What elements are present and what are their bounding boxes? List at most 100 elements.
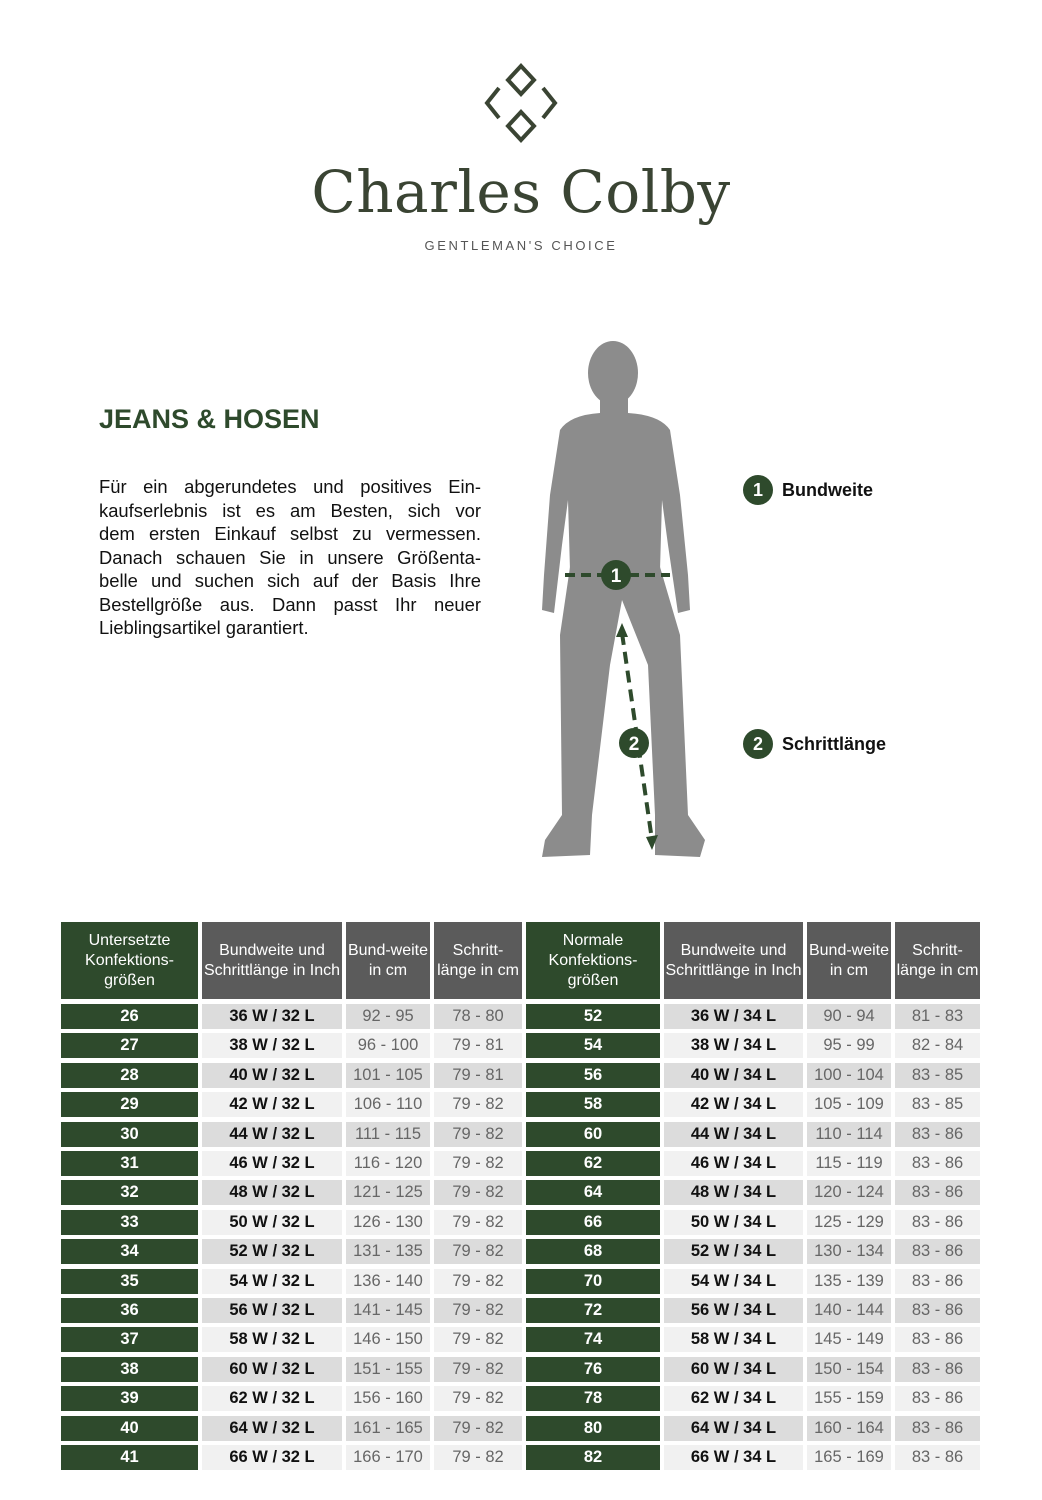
size-cell: 31 bbox=[61, 1151, 198, 1176]
size-cell: 68 bbox=[526, 1239, 660, 1265]
inseam-cm-cell: 79 - 82 bbox=[434, 1298, 522, 1323]
waist-cm-cell: 166 - 170 bbox=[346, 1445, 430, 1470]
intro-line: Bestellgröße aus. Dann passt Ihr neuer bbox=[99, 593, 481, 615]
inseam-cm-cell: 78 - 80 bbox=[434, 1004, 522, 1029]
number-badge: 2 bbox=[743, 729, 773, 759]
inch-cell: 40 W / 32 L bbox=[202, 1062, 342, 1088]
inch-cell: 36 W / 34 L bbox=[664, 1004, 803, 1029]
size-cell: 62 bbox=[526, 1151, 660, 1176]
inch-cell: 58 W / 34 L bbox=[664, 1327, 803, 1353]
waist-cm-cell: 131 - 135 bbox=[346, 1239, 430, 1265]
size-cell: 39 bbox=[61, 1386, 198, 1412]
size-cell: 52 bbox=[526, 1004, 660, 1029]
waist-cm-cell: 156 - 160 bbox=[346, 1386, 430, 1412]
size-cell: 70 bbox=[526, 1268, 660, 1294]
inseam-cm-cell: 83 - 86 bbox=[895, 1415, 980, 1441]
column-header: Schritt-länge in cm bbox=[434, 922, 522, 999]
waist-cm-cell: 136 - 140 bbox=[346, 1268, 430, 1294]
size-cell: 28 bbox=[61, 1062, 198, 1088]
intro-line: Lieblingsartikel garantiert. bbox=[99, 617, 309, 638]
size-cell: 27 bbox=[61, 1033, 198, 1059]
waist-cm-cell: 96 - 100 bbox=[346, 1033, 430, 1059]
inseam-cm-cell: 83 - 86 bbox=[895, 1327, 980, 1353]
diamond-monogram-icon bbox=[484, 63, 558, 143]
waist-cm-cell: 126 - 130 bbox=[346, 1209, 430, 1235]
inseam-cm-cell: 83 - 85 bbox=[895, 1062, 980, 1088]
inch-cell: 58 W / 32 L bbox=[202, 1327, 342, 1353]
inch-cell: 56 W / 32 L bbox=[202, 1298, 342, 1323]
inseam-cm-cell: 79 - 82 bbox=[434, 1386, 522, 1412]
inch-cell: 64 W / 32 L bbox=[202, 1415, 342, 1441]
size-cell: 58 bbox=[526, 1092, 660, 1118]
size-cell: 72 bbox=[526, 1298, 660, 1323]
inseam-cm-cell: 79 - 82 bbox=[434, 1121, 522, 1147]
waist-cm-cell: 110 - 114 bbox=[807, 1121, 891, 1147]
waist-cm-cell: 145 - 149 bbox=[807, 1327, 891, 1353]
inseam-cm-cell: 79 - 82 bbox=[434, 1445, 522, 1470]
inseam-cm-cell: 79 - 82 bbox=[434, 1209, 522, 1235]
number-badge: 1 bbox=[743, 475, 773, 505]
inch-cell: 44 W / 32 L bbox=[202, 1121, 342, 1147]
column-header: Bundweite und Schrittlänge in Inch bbox=[202, 922, 342, 999]
size-cell: 54 bbox=[526, 1033, 660, 1059]
size-cell: 41 bbox=[61, 1445, 198, 1470]
waist-cm-cell: 101 - 105 bbox=[346, 1062, 430, 1088]
size-cell: 76 bbox=[526, 1356, 660, 1382]
size-cell: 40 bbox=[61, 1415, 198, 1441]
inseam-cm-cell: 79 - 81 bbox=[434, 1033, 522, 1059]
size-cell: 60 bbox=[526, 1121, 660, 1147]
inseam-cm-cell: 83 - 86 bbox=[895, 1386, 980, 1412]
waist-cm-cell: 140 - 144 bbox=[807, 1298, 891, 1323]
inseam-cm-cell: 79 - 82 bbox=[434, 1092, 522, 1118]
inch-cell: 48 W / 34 L bbox=[664, 1180, 803, 1206]
column-header: Bund-weite in cm bbox=[346, 922, 430, 999]
inseam-cm-cell: 79 - 82 bbox=[434, 1415, 522, 1441]
waist-cm-cell: 111 - 115 bbox=[346, 1121, 430, 1147]
size-cell: 30 bbox=[61, 1121, 198, 1147]
waist-cm-cell: 95 - 99 bbox=[807, 1033, 891, 1059]
legend-schrittlaenge: 2 Schrittlänge bbox=[743, 729, 886, 759]
section-title: JEANS & HOSEN bbox=[99, 404, 320, 434]
inseam-cm-cell: 83 - 86 bbox=[895, 1121, 980, 1147]
waist-cm-cell: 100 - 104 bbox=[807, 1062, 891, 1088]
waist-cm-cell: 106 - 110 bbox=[346, 1092, 430, 1118]
inch-cell: 46 W / 34 L bbox=[664, 1151, 803, 1176]
column-header: Schritt-länge in cm bbox=[895, 922, 980, 999]
size-cell: 66 bbox=[526, 1209, 660, 1235]
inch-cell: 52 W / 32 L bbox=[202, 1239, 342, 1265]
column-header: Normale Konfektions-größen bbox=[526, 922, 660, 999]
inch-cell: 44 W / 34 L bbox=[664, 1121, 803, 1147]
inseam-cm-cell: 83 - 86 bbox=[895, 1209, 980, 1235]
column-header: Bund-weite in cm bbox=[807, 922, 891, 999]
size-cell: 34 bbox=[61, 1239, 198, 1265]
inch-cell: 64 W / 34 L bbox=[664, 1415, 803, 1441]
waist-cm-cell: 120 - 124 bbox=[807, 1180, 891, 1206]
inseam-cm-cell: 83 - 86 bbox=[895, 1151, 980, 1176]
inch-cell: 40 W / 34 L bbox=[664, 1062, 803, 1088]
inseam-cm-cell: 79 - 82 bbox=[434, 1180, 522, 1206]
inseam-cm-cell: 83 - 86 bbox=[895, 1445, 980, 1470]
intro-line: Danach schauen Sie in unsere Größenta- bbox=[99, 546, 481, 568]
legend-bundweite: 1 Bundweite bbox=[743, 475, 873, 505]
waist-cm-cell: 105 - 109 bbox=[807, 1092, 891, 1118]
inch-cell: 62 W / 32 L bbox=[202, 1386, 342, 1412]
waist-cm-cell: 151 - 155 bbox=[346, 1356, 430, 1382]
waist-cm-cell: 161 - 165 bbox=[346, 1415, 430, 1441]
inch-cell: 54 W / 32 L bbox=[202, 1268, 342, 1294]
inch-cell: 42 W / 34 L bbox=[664, 1092, 803, 1118]
intro-line: kaufserlebnis ist es am Besten, sich vor bbox=[99, 499, 481, 521]
inch-cell: 38 W / 34 L bbox=[664, 1033, 803, 1059]
intro-line: belle und suchen sich auf der Basis Ihre bbox=[99, 570, 481, 591]
waist-cm-cell: 90 - 94 bbox=[807, 1004, 891, 1029]
size-cell: 64 bbox=[526, 1180, 660, 1206]
inseam-cm-cell: 79 - 82 bbox=[434, 1151, 522, 1176]
size-cell: 38 bbox=[61, 1356, 198, 1382]
inch-cell: 54 W / 34 L bbox=[664, 1268, 803, 1294]
waist-cm-cell: 141 - 145 bbox=[346, 1298, 430, 1323]
inseam-cm-cell: 83 - 86 bbox=[895, 1239, 980, 1265]
column-header: Bundweite und Schrittlänge in Inch bbox=[664, 922, 803, 999]
waist-cm-cell: 125 - 129 bbox=[807, 1209, 891, 1235]
inch-cell: 66 W / 34 L bbox=[664, 1445, 803, 1470]
waist-cm-cell: 160 - 164 bbox=[807, 1415, 891, 1441]
inch-cell: 62 W / 34 L bbox=[664, 1386, 803, 1412]
